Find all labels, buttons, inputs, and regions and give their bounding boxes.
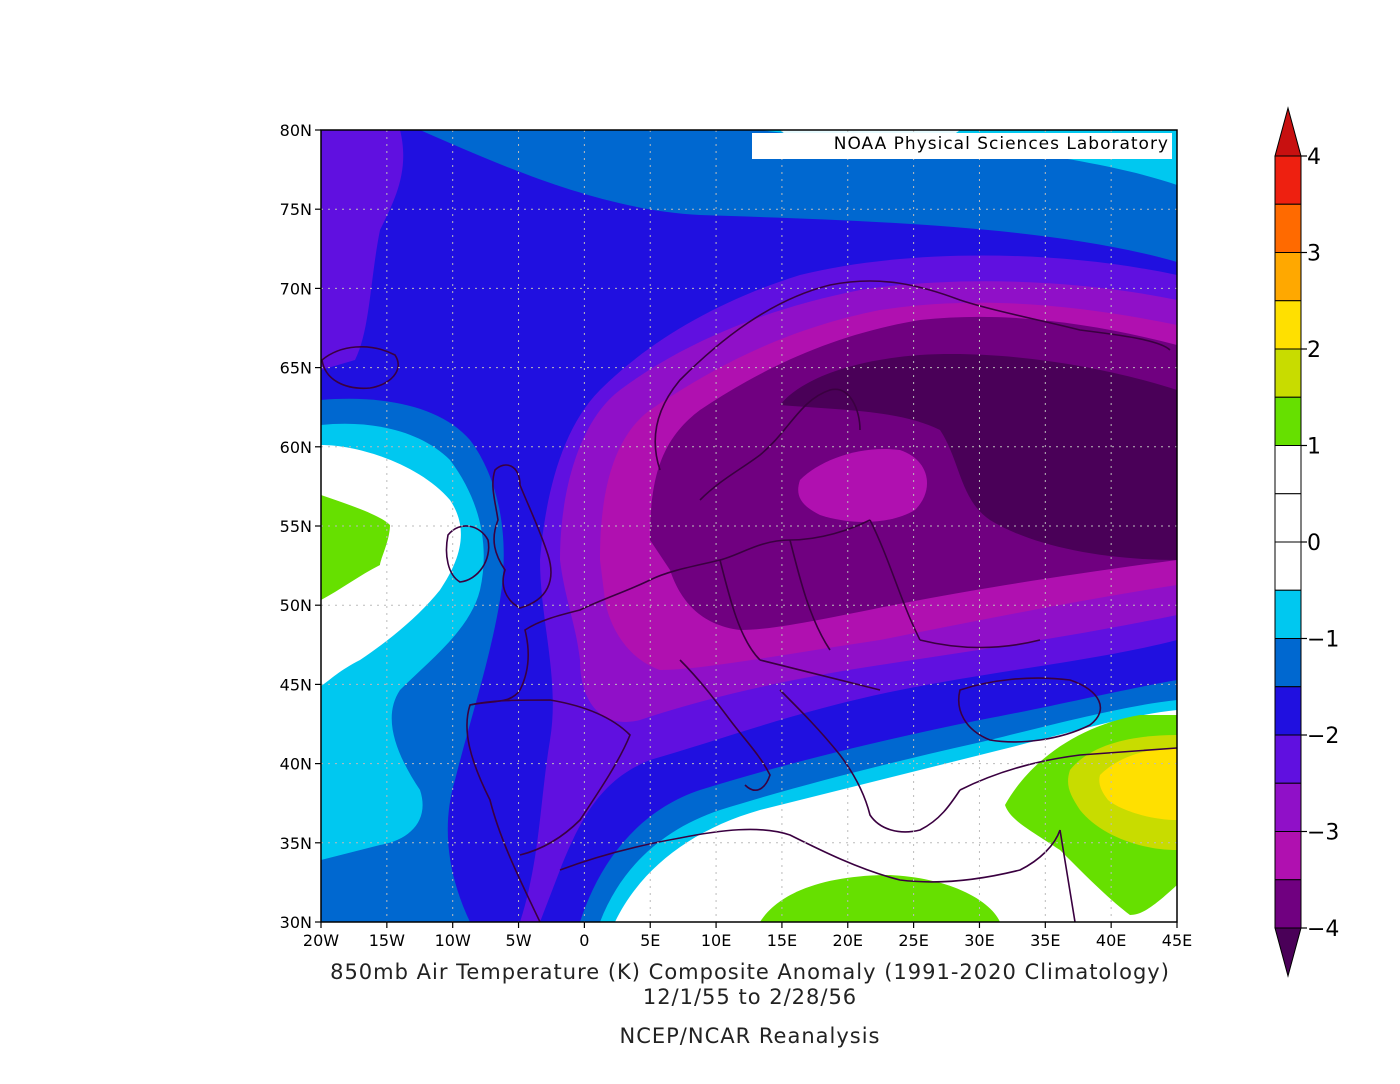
colorbar-over-arrow (1274, 106, 1302, 157)
map-source: NCEP/NCAR Reanalysis (619, 1024, 881, 1048)
colorbar-label: −3 (1307, 821, 1339, 846)
credit-label: NOAA Physical Sciences Laboratory (752, 133, 1172, 159)
y-tick-label: 55N (280, 517, 312, 536)
x-tick-label: 10E (701, 931, 731, 950)
x-tick-label: 25E (898, 931, 928, 950)
colorbar-label: −2 (1307, 724, 1339, 749)
map-dates: 12/1/55 to 2/28/56 (642, 985, 858, 1009)
colorbar-band (1274, 638, 1302, 688)
y-tick-label: 40N (280, 755, 312, 774)
x-tick-label: 20E (833, 931, 863, 950)
x-tick-label: 45E (1162, 931, 1192, 950)
x-axis: 20W 15W 10W 5W 0 5E 10E 15E 20E 25E 30E 35E 40E 45E (303, 922, 1192, 950)
colorbar-band (1274, 541, 1302, 591)
colorbar-label: 0 (1307, 531, 1321, 556)
y-tick-label: 35N (280, 834, 312, 853)
colorbar-band (1274, 445, 1302, 495)
x-tick-label: 30E (964, 931, 994, 950)
y-tick-label: 50N (280, 596, 312, 615)
map-title: 850mb Air Temperature (K) Composite Anom… (330, 960, 1170, 984)
grid-lines (321, 130, 1177, 922)
x-tick-label: 20W (303, 931, 339, 950)
colorbar-label: 1 (1307, 435, 1321, 460)
x-tick-label: 35E (1030, 931, 1060, 950)
y-tick-label: 80N (280, 121, 312, 140)
y-tick-label: 70N (280, 279, 312, 298)
x-tick-label: 15E (767, 931, 797, 950)
colorbar-label: 4 (1307, 145, 1321, 170)
colorbar-band (1274, 831, 1302, 881)
colorbar-label: 2 (1307, 338, 1321, 363)
colorbar-label: 3 (1307, 242, 1321, 267)
colorbar-band (1274, 734, 1302, 784)
colorbar-band (1274, 589, 1302, 639)
x-tick-label: 0 (579, 931, 589, 950)
colorbar-band (1274, 203, 1302, 253)
colorbar-band (1274, 879, 1302, 929)
y-tick-label: 65N (280, 359, 312, 378)
x-tick-label: 5W (506, 931, 532, 950)
x-tick-label: 10W (435, 931, 471, 950)
colorbar-label: −4 (1307, 917, 1339, 942)
colorbar-band (1274, 155, 1302, 205)
y-axis: 30N 35N 40N 45N 50N 55N 60N 65N 70N 75N 80N (280, 121, 321, 932)
colorbar-band (1274, 396, 1302, 446)
coastlines (321, 280, 1177, 922)
colorbar-band (1274, 300, 1302, 350)
colorbar: 4 3 2 1 0 −1 −2 −3 −4 (1274, 106, 1339, 978)
colorbar-band (1274, 493, 1302, 543)
x-tick-label: 5E (640, 931, 660, 950)
colorbar-band (1274, 782, 1302, 832)
colorbar-band (1274, 252, 1302, 302)
y-tick-label: 75N (280, 200, 312, 219)
x-tick-label: 40E (1096, 931, 1126, 950)
y-tick-label: 60N (280, 438, 312, 457)
x-tick-label: 15W (369, 931, 405, 950)
colorbar-band (1274, 348, 1302, 398)
colorbar-label: −1 (1307, 628, 1339, 653)
y-tick-label: 45N (280, 675, 312, 694)
contour-fill (321, 130, 1177, 922)
colorbar-band (1274, 686, 1302, 736)
colorbar-under-arrow (1274, 927, 1302, 978)
y-tick-label: 30N (280, 913, 312, 932)
